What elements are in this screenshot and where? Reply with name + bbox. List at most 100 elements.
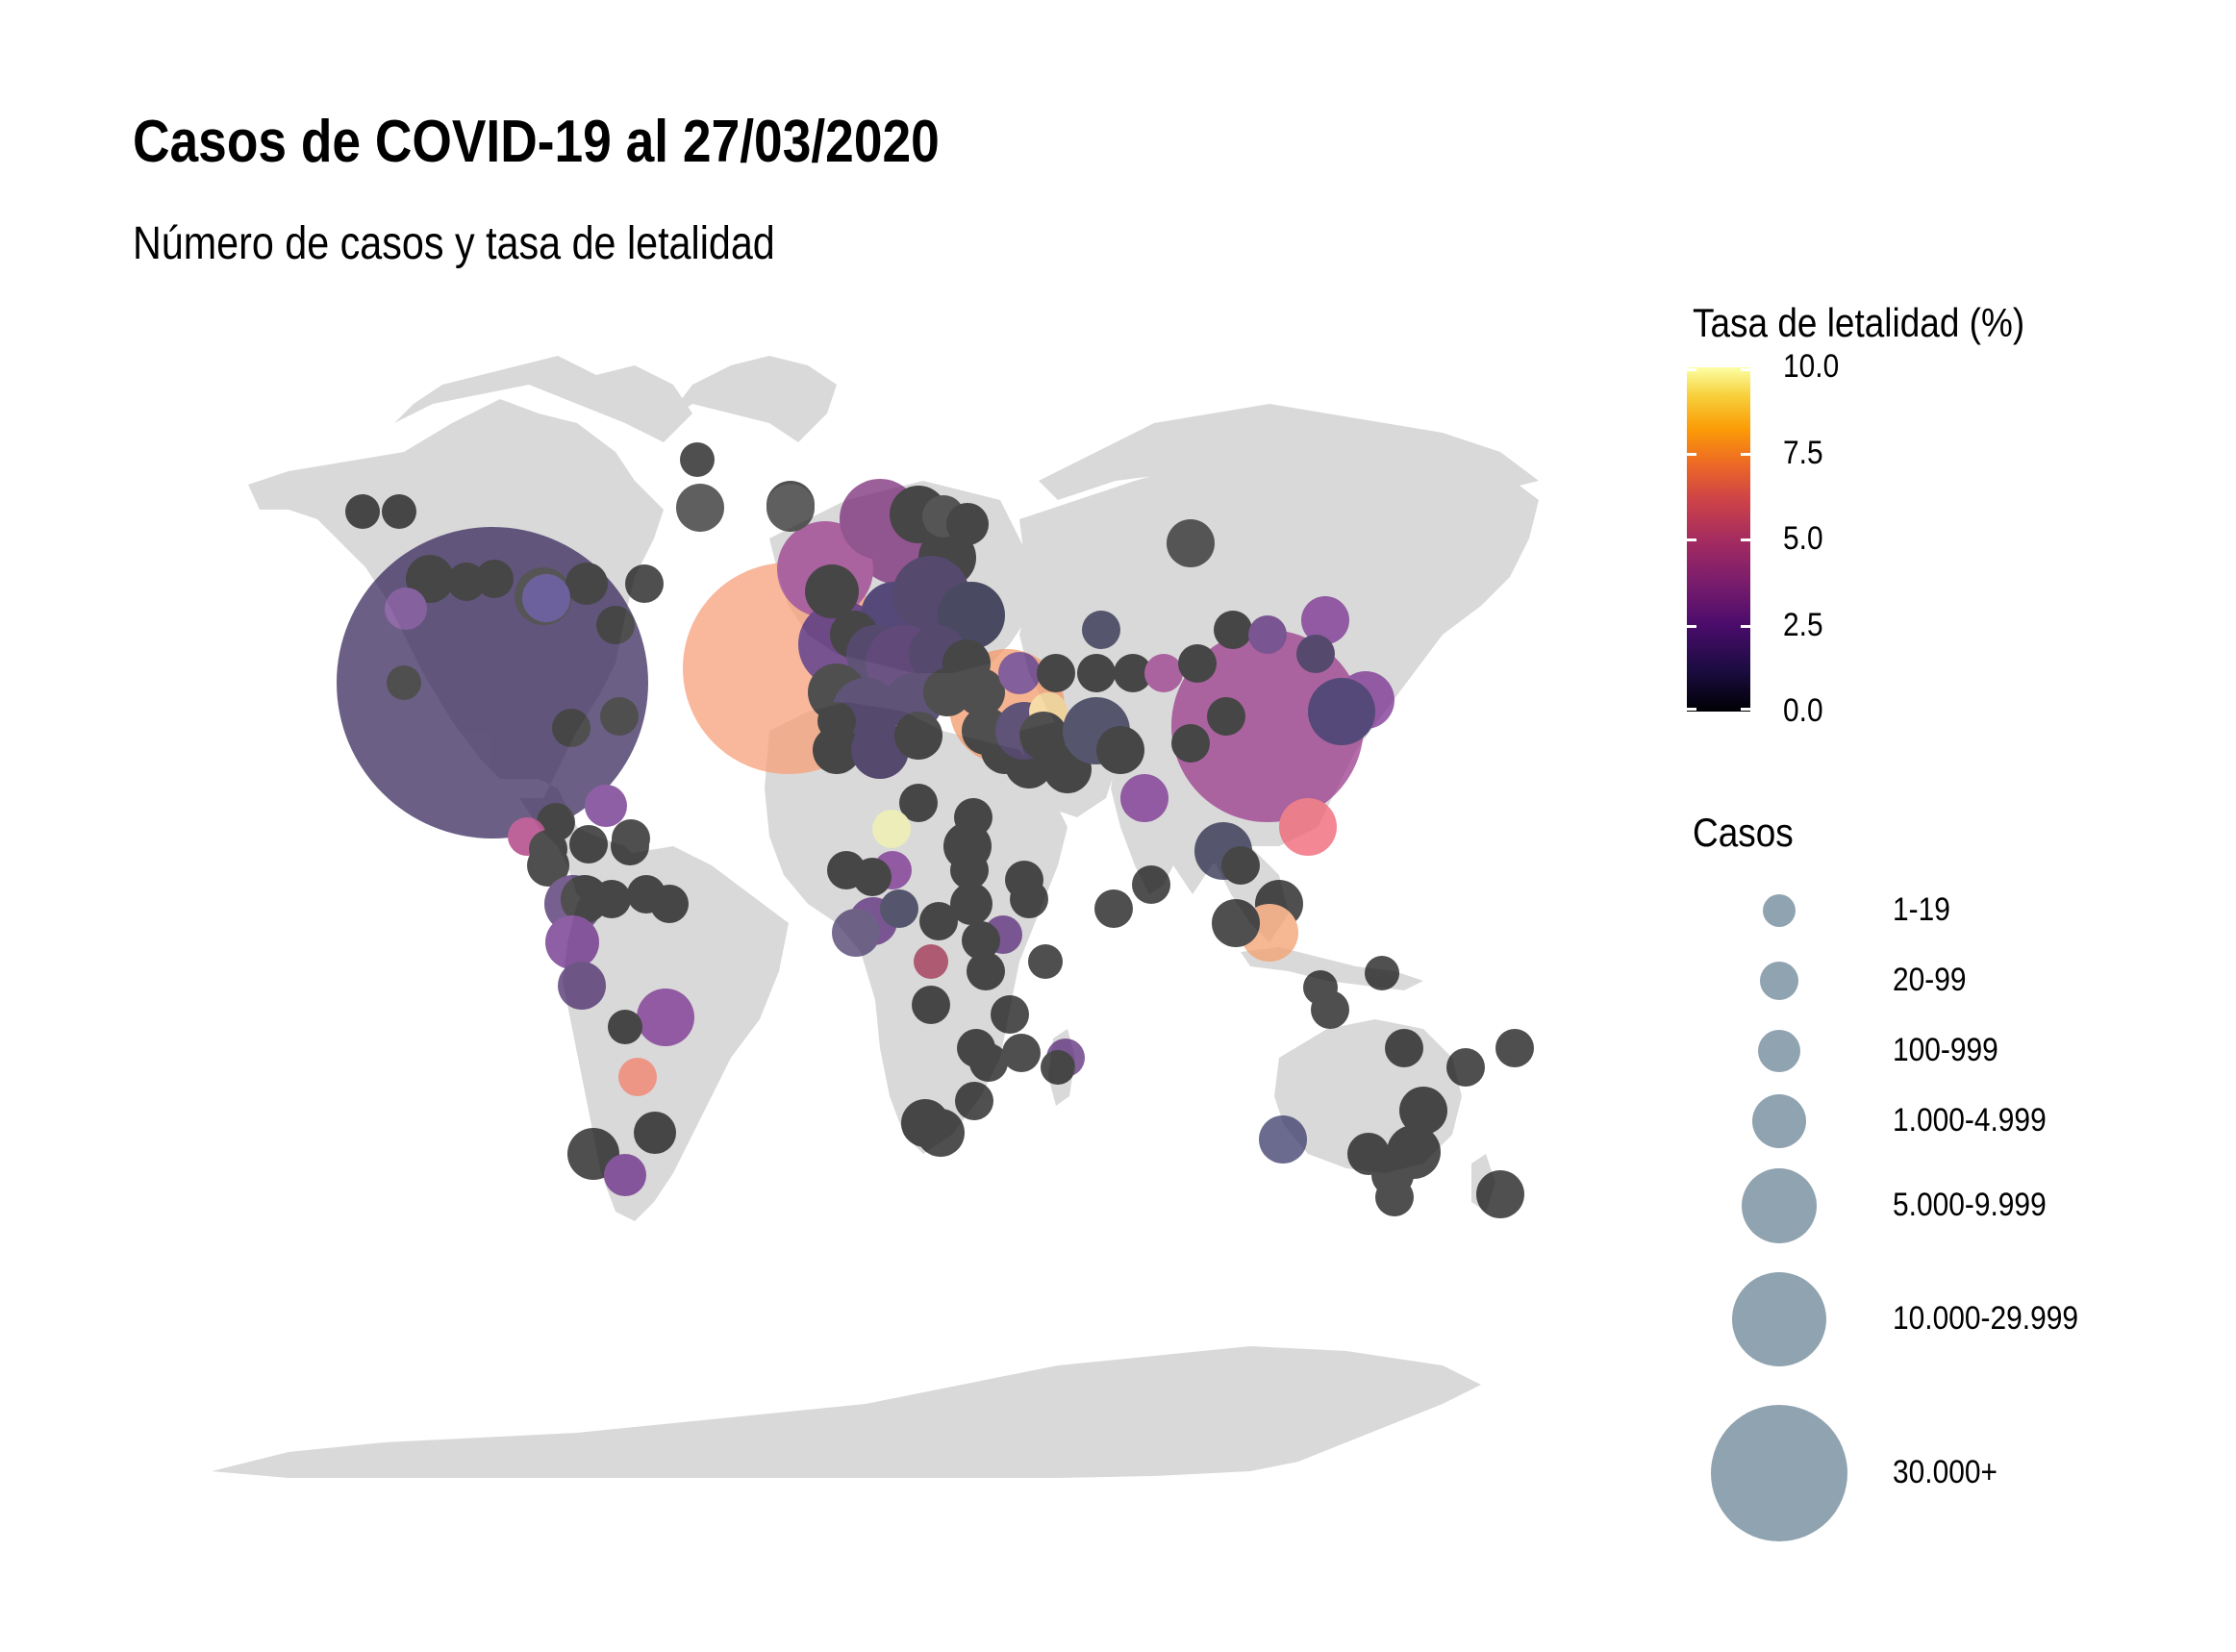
case-bubble: [1296, 635, 1335, 673]
case-bubble: [1399, 1087, 1447, 1135]
size-legend-label: 100-999: [1893, 1032, 1998, 1068]
size-legend-label: 10.000-29.999: [1893, 1300, 2078, 1337]
case-bubble: [1301, 596, 1349, 644]
case-bubble: [592, 880, 631, 918]
color-legend-tick-mark: [1741, 708, 1750, 711]
case-bubble: [447, 563, 486, 601]
case-bubble: [1077, 654, 1116, 692]
color-legend-tick-label: 2.5: [1783, 606, 1823, 643]
case-bubble: [545, 915, 599, 969]
case-bubble: [1259, 1115, 1307, 1164]
color-legend-tick-label: 0.0: [1783, 692, 1823, 729]
case-bubble: [914, 944, 948, 979]
case-bubble: [1385, 1029, 1423, 1067]
case-bubble: [1096, 726, 1144, 774]
case-bubble: [600, 697, 639, 736]
case-bubble: [832, 909, 880, 957]
case-bubble: [1171, 630, 1364, 822]
case-bubble: [827, 851, 866, 889]
color-legend-tick-mark: [1741, 368, 1750, 371]
size-legend-circle: [1742, 1168, 1817, 1243]
size-legend-circle: [1752, 1094, 1806, 1148]
size-legend-title: Casos: [1693, 810, 1794, 855]
case-bubble: [1028, 944, 1063, 979]
case-bubble: [817, 702, 856, 740]
case-bubble: [1495, 1029, 1534, 1067]
case-bubble: [585, 785, 627, 827]
case-bubble: [565, 563, 608, 605]
case-bubble: [957, 668, 1005, 716]
case-bubble: [991, 995, 1029, 1034]
color-legend-tick-mark: [1741, 624, 1750, 628]
case-bubble: [1167, 519, 1215, 567]
size-legend-circle: [1732, 1272, 1826, 1366]
case-bubble: [527, 844, 569, 887]
color-legend-bar: [1687, 367, 1750, 712]
case-bubble: [955, 1082, 993, 1120]
case-bubble: [967, 952, 1005, 990]
case-bubble: [1248, 615, 1287, 654]
case-bubble: [1120, 774, 1168, 822]
case-bubble: [912, 986, 950, 1024]
case-bubble: [406, 555, 454, 603]
case-bubble: [1037, 654, 1075, 692]
color-legend-tick-mark: [1687, 452, 1696, 456]
case-bubble: [1178, 644, 1217, 683]
chart-subtitle: Número de casos y tasa de letalidad: [133, 218, 775, 269]
case-bubble: [766, 484, 815, 532]
case-bubbles: [337, 442, 1534, 1218]
land-greenland: [664, 356, 837, 442]
chart-title: Casos de COVID-19 al 27/03/2020: [133, 109, 940, 175]
case-bubble: [1214, 611, 1252, 649]
case-bubble: [950, 851, 989, 889]
case-bubble: [634, 1112, 676, 1154]
case-bubble: [611, 827, 649, 865]
size-legend-label: 30.000+: [1893, 1454, 1997, 1490]
case-bubble: [1094, 889, 1133, 928]
size-legend-circle: [1763, 894, 1796, 927]
color-legend-tick-label: 5.0: [1783, 520, 1823, 557]
color-legend-tick-mark: [1687, 624, 1696, 628]
color-legend-tick-label: 10.0: [1783, 348, 1840, 385]
size-legend-label: 20-99: [1893, 962, 1967, 998]
case-bubble: [805, 564, 859, 618]
case-bubble: [1019, 712, 1068, 760]
case-bubble: [618, 1058, 657, 1096]
case-bubble: [385, 588, 427, 630]
case-bubble: [1114, 654, 1152, 692]
size-legend-label: 5.000-9.999: [1893, 1187, 2047, 1223]
case-bubble: [962, 921, 1000, 960]
case-bubble: [969, 1043, 1008, 1082]
case-bubble: [923, 668, 971, 716]
case-bubble: [637, 989, 694, 1046]
case-bubble: [604, 1154, 646, 1196]
size-legend-circle: [1711, 1405, 1847, 1541]
size-legend-label: 1.000-4.999: [1893, 1102, 2047, 1139]
case-bubble: [569, 825, 608, 864]
color-legend-tick-mark: [1741, 538, 1750, 541]
case-bubble: [650, 885, 689, 923]
case-bubble: [1221, 846, 1260, 885]
case-bubble: [1171, 724, 1210, 763]
case-bubble: [1476, 1170, 1524, 1218]
case-bubble: [1446, 1048, 1485, 1087]
case-bubble: [596, 606, 635, 644]
color-legend-tick-label: 7.5: [1783, 434, 1823, 471]
case-bubble: [1144, 654, 1183, 692]
case-bubble: [998, 652, 1041, 694]
case-bubble: [813, 726, 861, 774]
land-antarctica: [212, 1346, 1481, 1478]
case-bubble: [872, 810, 911, 848]
case-bubble: [558, 962, 606, 1010]
size-legend-label: 1-19: [1893, 891, 1950, 928]
case-bubble: [880, 889, 918, 928]
case-bubble: [625, 564, 664, 603]
case-bubble: [387, 665, 421, 700]
case-bubble: [1082, 611, 1120, 649]
case-bubble: [1279, 798, 1337, 856]
case-bubble: [917, 1109, 965, 1157]
case-bubble: [1311, 990, 1349, 1029]
color-legend-tick-mark: [1687, 368, 1696, 371]
color-legend-tick-mark: [1741, 452, 1750, 456]
